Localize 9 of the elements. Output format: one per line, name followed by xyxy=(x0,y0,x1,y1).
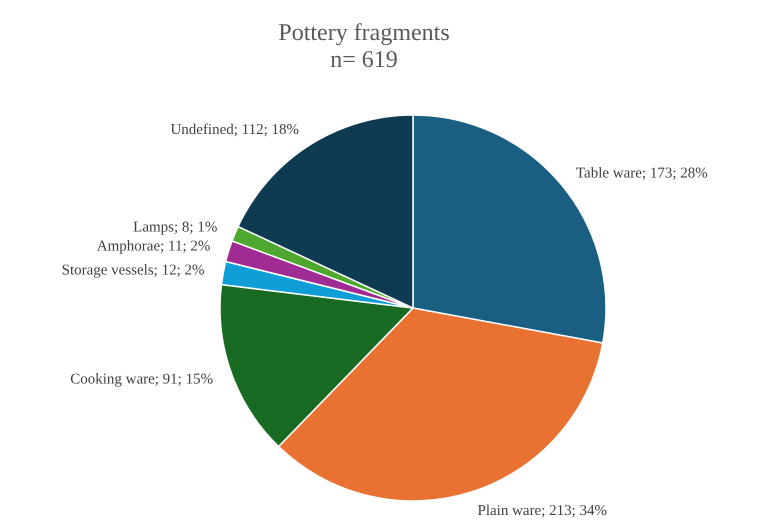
slice-label: Plain ware; 213; 34% xyxy=(477,502,608,519)
chart-subtitle: n= 619 xyxy=(330,47,398,73)
slice-label: Table ware; 173; 28% xyxy=(576,165,708,182)
slice-label: Cooking ware; 91; 15% xyxy=(70,372,214,388)
slice-label: Storage vessels; 12; 2% xyxy=(62,262,205,279)
chart-title: Pottery fragments xyxy=(278,20,450,46)
slice-label: Undefined; 112; 18% xyxy=(170,122,300,138)
slice-label: Lamps; 8; 1% xyxy=(133,219,218,236)
slice-label: Amphorae; 11; 2% xyxy=(96,238,210,255)
